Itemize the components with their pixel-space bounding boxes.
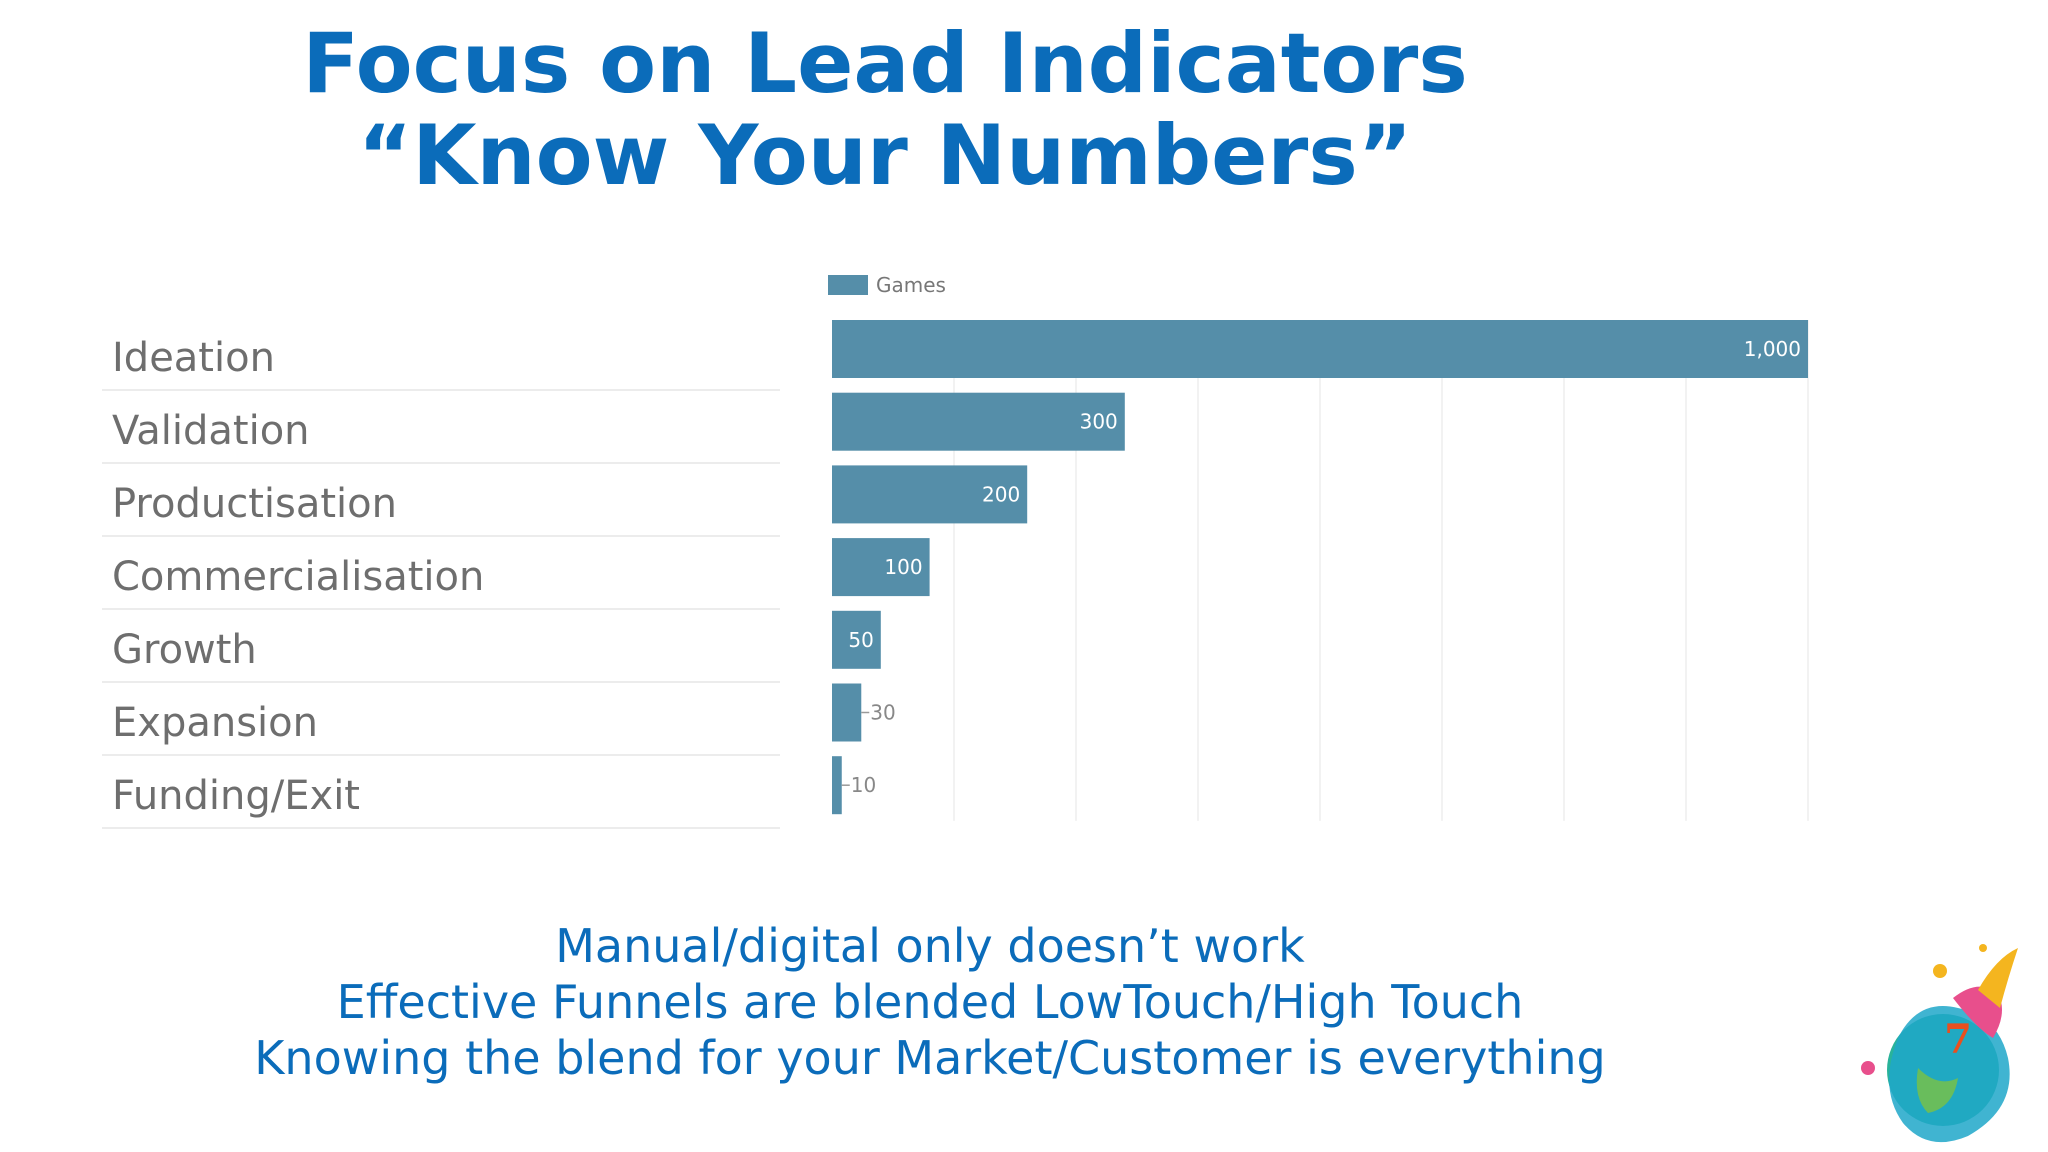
chart-bars: 1,000 300 200 100 50 30 10 xyxy=(832,320,1808,815)
bottom-line-3: Knowing the blend for your Market/Custom… xyxy=(254,1031,1606,1085)
stage-row-commercialisation: Commercialisation xyxy=(102,537,780,610)
stage-label: Expansion xyxy=(112,700,318,746)
stage-label: Growth xyxy=(112,627,257,673)
stage-row-ideation: Ideation xyxy=(102,318,780,391)
bottom-line-1: Manual/digital only doesn’t work xyxy=(555,919,1305,973)
data-label: 30 xyxy=(870,701,895,725)
data-label: 50 xyxy=(848,628,873,652)
bar-productisation[interactable] xyxy=(832,465,1028,524)
stage-label: Productisation xyxy=(112,481,397,527)
stage-label-table: Ideation Validation Productisation Comme… xyxy=(102,318,780,829)
stage-row-funding-exit: Funding/Exit xyxy=(102,756,780,829)
stage-row-expansion: Expansion xyxy=(102,683,780,756)
funnel-bar-chart: Games 1,000 300 200 100 50 30 10 xyxy=(828,273,1809,821)
slide-title: Focus on Lead Indicators “Know Your Numb… xyxy=(0,18,1770,202)
stage-label: Validation xyxy=(112,408,310,454)
stage-row-validation: Validation xyxy=(102,391,780,464)
bottom-line-2: Effective Funnels are blended LowTouch/H… xyxy=(336,975,1524,1029)
data-label: 100 xyxy=(884,555,922,579)
chart-legend: Games xyxy=(828,273,946,297)
data-label: 10 xyxy=(851,773,876,797)
data-label: 200 xyxy=(982,482,1020,506)
title-line-2: “Know Your Numbers” xyxy=(357,107,1413,204)
data-label: 300 xyxy=(1080,410,1118,434)
bottom-message: Manual/digital only doesn’t work Effecti… xyxy=(0,918,1860,1086)
bar-validation[interactable] xyxy=(832,392,1125,451)
stage-row-productisation: Productisation xyxy=(102,464,780,537)
data-label: 1,000 xyxy=(1744,337,1801,361)
bar-funding-exit[interactable] xyxy=(832,756,842,815)
legend-swatch xyxy=(828,275,868,295)
legend-label[interactable]: Games xyxy=(876,273,946,297)
stage-row-growth: Growth xyxy=(102,610,780,683)
stage-label: Commercialisation xyxy=(112,554,485,600)
bar-ideation[interactable] xyxy=(832,320,1808,378)
seven-splash-logo-icon: 7 xyxy=(1861,944,2018,1143)
stage-label: Funding/Exit xyxy=(112,773,360,819)
title-line-1: Focus on Lead Indicators xyxy=(302,15,1468,112)
stage-label: Ideation xyxy=(112,335,275,381)
bar-expansion[interactable] xyxy=(832,683,862,742)
bar-commercialisation[interactable] xyxy=(832,538,930,597)
logo-text: 7 xyxy=(1944,1016,1972,1063)
bar-growth[interactable] xyxy=(832,610,881,669)
